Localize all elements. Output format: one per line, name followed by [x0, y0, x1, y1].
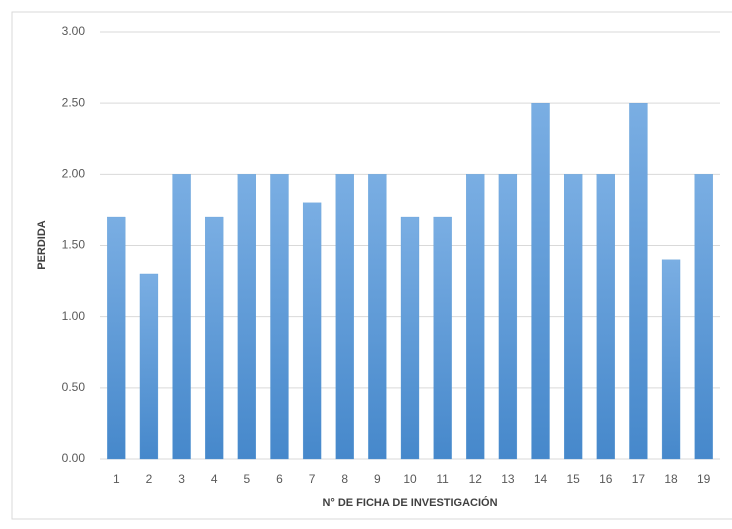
bar: [629, 103, 648, 460]
x-tick-label: 10: [403, 472, 417, 486]
bar: [661, 259, 681, 460]
bar: [237, 174, 256, 460]
bar: [270, 174, 289, 460]
x-tick-label: 16: [599, 472, 613, 486]
x-tick-label: 15: [566, 472, 580, 486]
x-tick-label: 5: [243, 472, 250, 486]
x-tick-label: 12: [469, 472, 483, 486]
bar: [335, 174, 354, 460]
bar: [531, 103, 550, 460]
x-tick-label: 9: [374, 472, 381, 486]
bar: [302, 202, 322, 460]
x-tick-label: 18: [664, 472, 678, 486]
x-tick-label: 13: [501, 472, 515, 486]
y-tick-label: 1.00: [62, 309, 86, 323]
bar: [172, 174, 191, 460]
x-tick-label: 3: [178, 472, 185, 486]
bar: [400, 216, 420, 460]
y-tick-label: 1.50: [62, 238, 86, 252]
bar: [368, 174, 387, 460]
x-tick-label: 1: [113, 472, 120, 486]
x-tick-label: 19: [697, 472, 711, 486]
x-tick-label: 8: [341, 472, 348, 486]
x-tick-label: 11: [436, 472, 449, 486]
bar: [596, 174, 615, 460]
bar: [564, 174, 583, 460]
x-tick-label: 14: [534, 472, 548, 486]
bar: [205, 216, 224, 460]
x-tick-label: 2: [146, 472, 153, 486]
bar: [466, 174, 485, 460]
bar: [433, 216, 452, 460]
y-axis-title: PERDIDA: [36, 220, 48, 270]
x-axis-title: N° DE FICHA DE INVESTIGACIÓN: [322, 496, 497, 509]
bar: [498, 174, 518, 460]
x-tick-label: 4: [211, 472, 218, 486]
y-tick-label: 0.00: [62, 451, 86, 465]
bar: [107, 216, 126, 460]
y-tick-label: 0.50: [62, 380, 86, 394]
x-tick-label: 6: [276, 472, 283, 486]
y-tick-label: 2.00: [62, 167, 86, 181]
y-tick-label: 3.00: [62, 24, 86, 38]
y-tick-label: 2.50: [62, 95, 86, 109]
x-tick-label: 17: [632, 472, 646, 486]
bar: [139, 273, 159, 460]
bar: [694, 174, 713, 460]
x-tick-label: 7: [309, 472, 316, 486]
